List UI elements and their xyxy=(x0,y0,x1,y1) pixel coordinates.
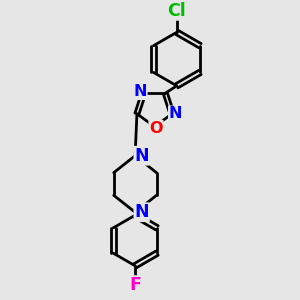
Text: F: F xyxy=(129,276,141,294)
Text: N: N xyxy=(133,84,147,99)
Text: N: N xyxy=(134,203,149,221)
Text: N: N xyxy=(169,106,182,121)
Text: O: O xyxy=(149,121,163,136)
Text: Cl: Cl xyxy=(167,2,186,20)
Text: N: N xyxy=(134,147,149,165)
